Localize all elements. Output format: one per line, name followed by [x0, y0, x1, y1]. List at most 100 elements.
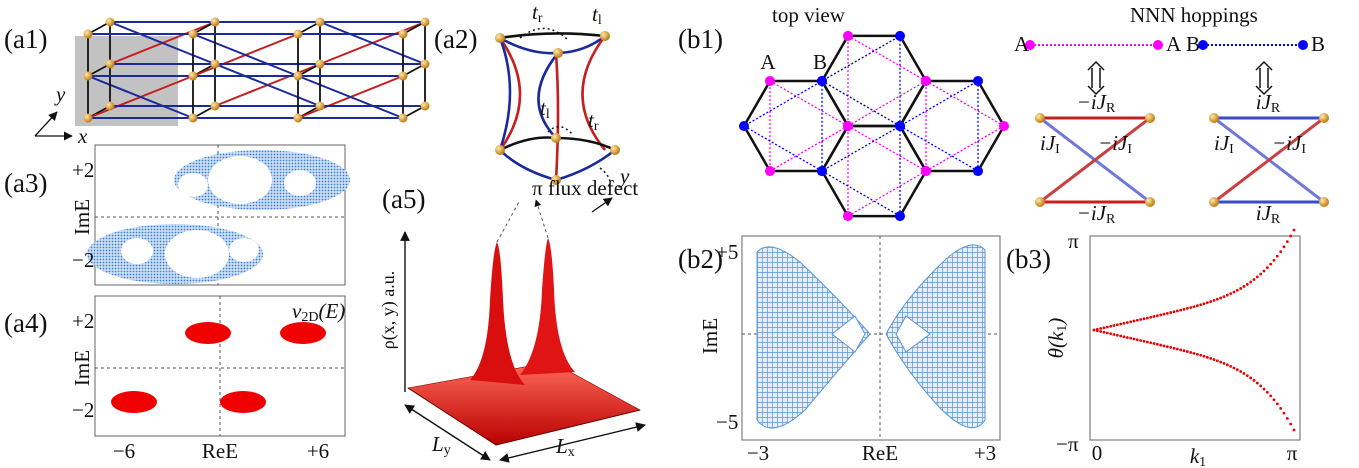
- point: [1226, 294, 1229, 297]
- point: [1196, 353, 1199, 356]
- label-part: −iJ: [1077, 201, 1108, 225]
- site: [421, 60, 430, 69]
- annotation: π flux defect: [532, 176, 638, 200]
- site: [921, 76, 931, 86]
- x-tick-label: −3: [747, 441, 769, 465]
- hopping-label: −iJI: [1098, 131, 1132, 157]
- point: [1253, 379, 1256, 382]
- point: [1119, 323, 1122, 326]
- site: [84, 72, 93, 81]
- label-part: −iJ: [1098, 131, 1129, 155]
- site: [843, 211, 853, 221]
- point: [1246, 283, 1249, 286]
- point: [1133, 338, 1136, 341]
- hexagon: [900, 81, 1004, 171]
- point: [1099, 327, 1102, 330]
- site: [1209, 197, 1219, 207]
- lattice-3d: [75, 18, 430, 127]
- point: [1103, 331, 1106, 334]
- point: [1136, 338, 1139, 341]
- point: [1259, 385, 1262, 388]
- point: [1279, 407, 1282, 410]
- point: [1286, 240, 1289, 243]
- site: [895, 31, 905, 41]
- point: [1139, 318, 1142, 321]
- axis-title: ρ(x, y) a.u.: [378, 271, 399, 349]
- point: [1209, 300, 1212, 303]
- panel-label: (a4): [4, 308, 47, 338]
- site: [294, 30, 303, 39]
- axis-title: ReE: [862, 441, 898, 465]
- site: [1145, 197, 1155, 207]
- panel-label: (b1): [678, 24, 723, 54]
- site: [843, 31, 853, 41]
- point: [1273, 398, 1276, 401]
- point: [1166, 345, 1169, 348]
- site: [211, 102, 220, 111]
- hopping-diagrams: [1035, 113, 1329, 207]
- x-tick-label: −6: [113, 439, 135, 463]
- point: [1159, 314, 1162, 317]
- site: [106, 60, 115, 69]
- x-tick-label: +6: [307, 439, 329, 463]
- point: [1173, 347, 1176, 350]
- point: [1099, 330, 1102, 333]
- panel-label: (a1): [4, 24, 47, 54]
- point: [1283, 412, 1286, 415]
- point: [1216, 359, 1219, 362]
- point: [1116, 334, 1119, 337]
- site: [1319, 113, 1329, 123]
- site: [895, 211, 905, 221]
- point: [1219, 361, 1222, 364]
- subscript: 1: [1199, 455, 1206, 468]
- subscript: 1: [1055, 325, 1070, 332]
- site: [316, 102, 325, 111]
- x-tick-label: +3: [974, 441, 996, 465]
- subscript: R: [1271, 101, 1281, 116]
- point: [1163, 344, 1166, 347]
- point: [1183, 349, 1186, 352]
- figure: (a1) (a2) (a3) (a4) (a5) (b1) (b2) (b3) …: [0, 0, 1359, 468]
- point: [1293, 429, 1296, 432]
- site: [973, 166, 983, 176]
- point: [1123, 322, 1126, 325]
- annotation-arrow: [497, 200, 548, 242]
- site: [843, 121, 853, 131]
- legend: ν2D(E): [292, 299, 345, 325]
- subscript: I: [1301, 142, 1306, 157]
- point: [1206, 356, 1209, 359]
- site-label: A: [760, 50, 776, 74]
- panel-label: (a2): [434, 24, 477, 54]
- subscript: R: [1271, 212, 1281, 227]
- label-part: θ(k: [1044, 331, 1068, 358]
- point: [1209, 357, 1212, 360]
- point: [1189, 351, 1192, 354]
- site: [421, 18, 430, 27]
- point: [1159, 344, 1162, 347]
- site: [189, 114, 198, 123]
- x-tick-label: π: [1287, 441, 1298, 465]
- point: [1113, 333, 1116, 336]
- point: [1126, 321, 1129, 324]
- point: [1236, 289, 1239, 292]
- point: [1103, 326, 1106, 329]
- point: [1256, 382, 1259, 385]
- y-tick-label: +2: [72, 158, 94, 182]
- point: [1136, 319, 1139, 322]
- site: [817, 76, 827, 86]
- nnn-bond: [822, 36, 900, 126]
- point: [1226, 363, 1229, 366]
- point: [1253, 278, 1256, 281]
- site: [765, 76, 775, 86]
- nnn-bond: [926, 81, 1004, 171]
- point: [1193, 305, 1196, 308]
- nnn-bond: [900, 81, 978, 171]
- point: [1266, 391, 1269, 394]
- point: [1229, 365, 1232, 368]
- point: [1113, 324, 1116, 327]
- hexagon: [822, 36, 926, 126]
- point: [1233, 291, 1236, 294]
- subscript: 2D: [301, 310, 318, 325]
- label-part: L: [555, 434, 568, 458]
- site: [1035, 197, 1045, 207]
